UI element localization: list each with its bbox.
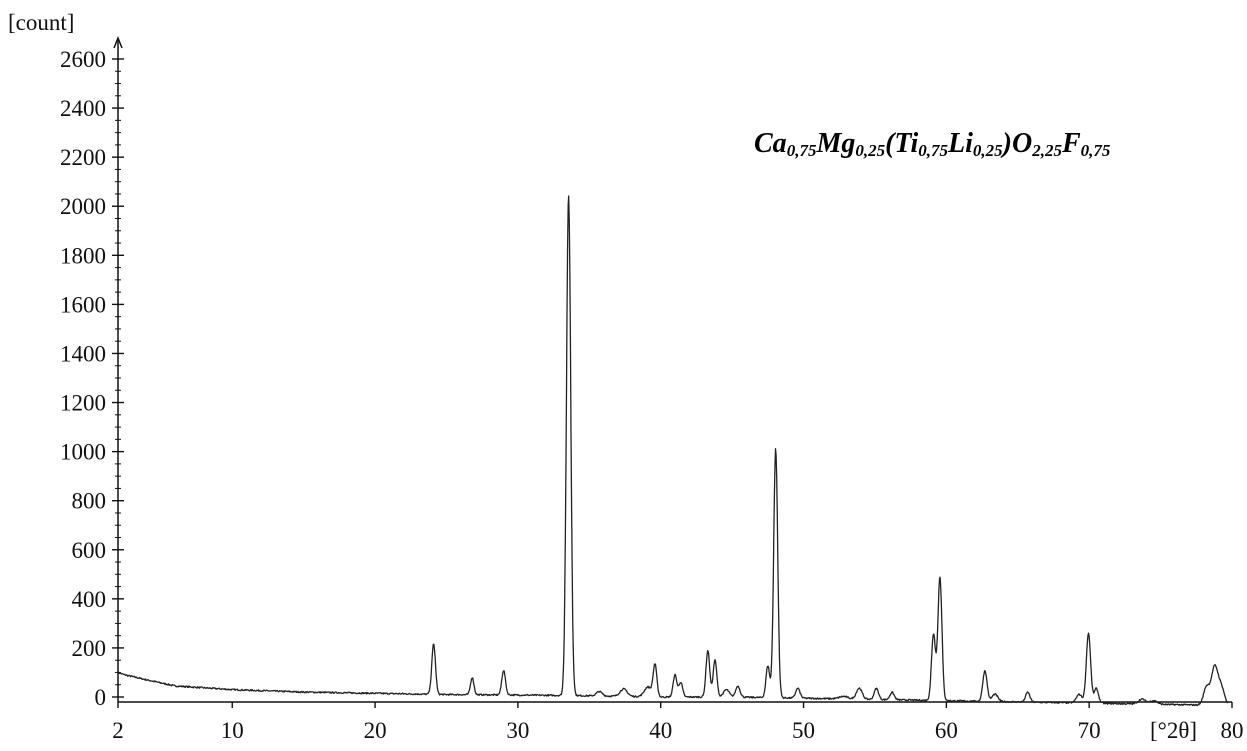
x-tick-label: 40 bbox=[649, 718, 672, 743]
formula-element: F bbox=[1061, 128, 1081, 159]
y-tick-label: 400 bbox=[72, 587, 107, 612]
x-tick-label: 60 bbox=[935, 718, 958, 743]
x-tick-label: 30 bbox=[506, 718, 529, 743]
formula-element: Li bbox=[948, 128, 973, 159]
x-tick-label: 80 bbox=[1221, 718, 1244, 743]
x-ticks: 2 10 20 30 40 50 60 70 80 bbox=[112, 702, 1244, 743]
y-axis-label: [count] bbox=[8, 10, 74, 35]
x-tick-label: 50 bbox=[792, 718, 815, 743]
y-tick-label: 1800 bbox=[60, 243, 106, 268]
y-tick-label: 1600 bbox=[60, 292, 106, 317]
chart-title-formula: Ca0,75Mg0,25(Ti0,75Li0,25)O2,25F0,75 bbox=[754, 128, 1110, 160]
y-tick-label: 200 bbox=[72, 636, 107, 661]
formula-subscript: 0,75 bbox=[786, 141, 817, 160]
formula-element: Ca bbox=[754, 128, 787, 159]
formula-element: (Ti bbox=[885, 128, 919, 159]
y-tick-label: 2000 bbox=[60, 194, 106, 219]
x-tick-label: 10 bbox=[221, 718, 244, 743]
y-tick-label: 1200 bbox=[60, 391, 106, 416]
y-tick-label: 800 bbox=[72, 489, 107, 514]
y-tick-label: 1000 bbox=[60, 440, 106, 465]
y-ticks: 0 200 400 600 800 1000 1200 1400 1600 1800 2000 220… bbox=[60, 47, 124, 710]
y-tick-label: 2400 bbox=[60, 96, 106, 121]
y-tick-label: 600 bbox=[72, 538, 107, 563]
x-axis-label: [°2θ] bbox=[1150, 718, 1197, 743]
y-tick-label: 1400 bbox=[60, 341, 106, 366]
formula-subscript: 0,25 bbox=[972, 141, 1003, 160]
formula-subscript: 0,75 bbox=[1080, 141, 1111, 160]
formula-subscript: 0,25 bbox=[855, 141, 886, 160]
diffraction-series-line bbox=[117, 195, 1229, 707]
formula-subscript: 2,25 bbox=[1032, 141, 1062, 160]
y-minor-ticks bbox=[115, 70, 121, 686]
x-tick-label: 70 bbox=[1078, 718, 1101, 743]
y-tick-label: 2600 bbox=[60, 47, 106, 72]
y-tick-label: 0 bbox=[95, 685, 107, 710]
formula-element: )O bbox=[1002, 128, 1033, 159]
y-axis-arrow bbox=[113, 35, 123, 49]
x-tick-label: 2 bbox=[112, 718, 124, 743]
y-tick-label: 2200 bbox=[60, 145, 106, 170]
x-tick-label: 20 bbox=[364, 718, 387, 743]
formula-element: Mg bbox=[816, 128, 856, 159]
formula-subscript: 0,75 bbox=[918, 141, 949, 160]
